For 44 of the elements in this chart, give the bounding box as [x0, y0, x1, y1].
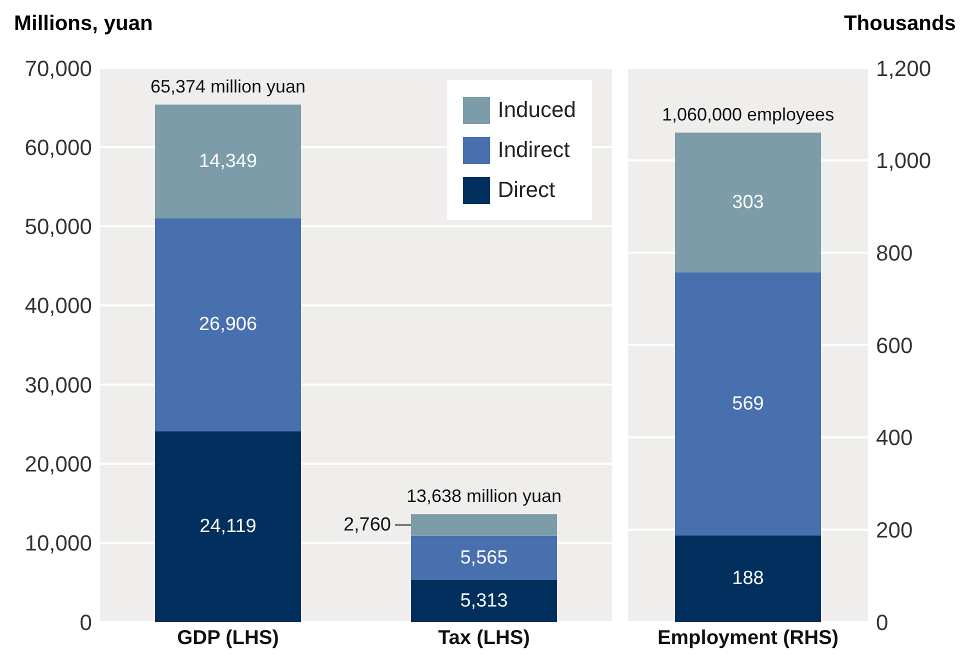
- bar: [675, 272, 821, 536]
- y-axis-title: Millions, yuan: [14, 12, 153, 36]
- y2-tick-label: 1,200: [876, 56, 932, 81]
- data-label: 303: [732, 192, 764, 214]
- data-label: 569: [732, 393, 764, 414]
- total-label: 1,060,000 employees: [662, 104, 834, 125]
- y-tick-label: 40,000: [24, 293, 92, 318]
- bar: [411, 580, 557, 622]
- bar: [411, 514, 557, 536]
- total-label: 65,374 million yuan: [150, 76, 306, 97]
- y-tick-label: 70,000: [24, 56, 92, 81]
- y-tick-label: 50,000: [24, 214, 92, 240]
- y-tick-label: 30,000: [24, 372, 92, 398]
- x-tick-label: Tax (LHS): [438, 627, 530, 650]
- y2-tick-label: 1,000: [876, 148, 932, 174]
- bar: [675, 535, 821, 622]
- bar: [675, 132, 821, 273]
- data-label: 188: [732, 568, 764, 590]
- data-label: 2,760: [343, 514, 391, 536]
- data-label: 14,349: [198, 150, 258, 172]
- y2-tick-label: 200: [876, 517, 913, 542]
- data-label: 26,906: [198, 314, 258, 336]
- data-label: 24,119: [200, 516, 256, 538]
- legend-label: Induced: [498, 97, 576, 123]
- total-label: 13,638 million yuan: [406, 486, 562, 506]
- legend-label: Direct: [498, 177, 556, 203]
- y-tick-label: 10,000: [24, 530, 92, 556]
- x-tick-label: Employment (RHS): [657, 627, 839, 650]
- y2-tick-label: 0: [876, 610, 888, 635]
- bar: [411, 536, 557, 580]
- bar: [155, 218, 301, 432]
- y-tick-label: 20,000: [24, 452, 92, 477]
- data-label: 5,313: [460, 590, 508, 612]
- y2-tick-label: 800: [876, 240, 913, 266]
- y2-tick-label: 600: [876, 332, 913, 358]
- data-label: 5,565: [460, 547, 508, 568]
- legend-label: Indirect: [498, 137, 570, 163]
- x-tick-label: GDP (LHS): [177, 627, 279, 650]
- y-tick-label: 0: [80, 610, 92, 635]
- bar: [155, 104, 301, 218]
- y2-axis-title: Thousands: [844, 12, 956, 36]
- y2-tick-label: 400: [876, 425, 913, 450]
- y-tick-label: 60,000: [24, 134, 92, 160]
- bar: [155, 431, 301, 622]
